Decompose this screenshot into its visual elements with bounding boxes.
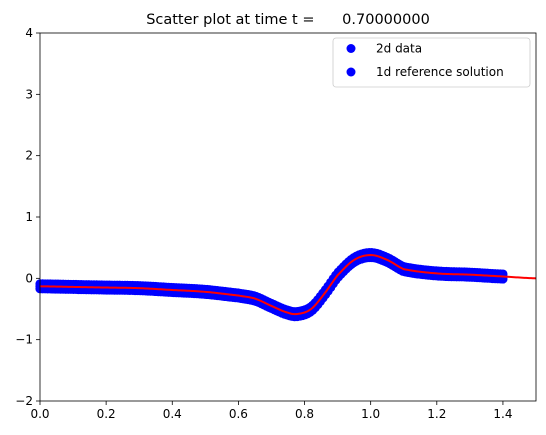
plot-area	[40, 33, 536, 401]
x-tick-label: 0.0	[30, 407, 49, 421]
y-tick-label: −1	[15, 333, 33, 347]
y-axis: −2 −1 0 1 2 3 4	[15, 26, 40, 408]
y-tick-label: 1	[25, 210, 33, 224]
x-tick-label: 0.8	[295, 407, 314, 421]
x-tick-label: 1.0	[361, 407, 380, 421]
y-tick-label: 0	[25, 271, 33, 285]
x-tick-label: 0.6	[229, 407, 248, 421]
legend-label-1d-reference: 1d reference solution	[376, 65, 504, 79]
chart-title: Scatter plot at time t = 0.70000000	[146, 12, 430, 28]
reference-line	[39, 254, 537, 316]
legend-label-2d-data: 2d data	[376, 42, 422, 56]
x-axis: 0.0 0.2 0.4 0.6 0.8 1.0 1.2 1.4	[30, 401, 512, 421]
legend-box	[332, 37, 531, 88]
y-tick-label: −2	[15, 394, 33, 408]
legend-marker-2d-data	[346, 44, 356, 53]
x-tick-label: 0.2	[97, 407, 116, 421]
y-tick-label: 2	[25, 149, 33, 163]
y-tick-label: 3	[25, 87, 33, 101]
legend-marker-1d-reference	[346, 67, 356, 77]
x-tick-label: 1.4	[493, 407, 512, 421]
legend: 2d data 1d reference solution	[332, 37, 531, 88]
y-tick-label: 4	[25, 26, 33, 40]
x-tick-label: 0.4	[163, 407, 182, 421]
x-tick-label: 1.2	[427, 407, 446, 421]
